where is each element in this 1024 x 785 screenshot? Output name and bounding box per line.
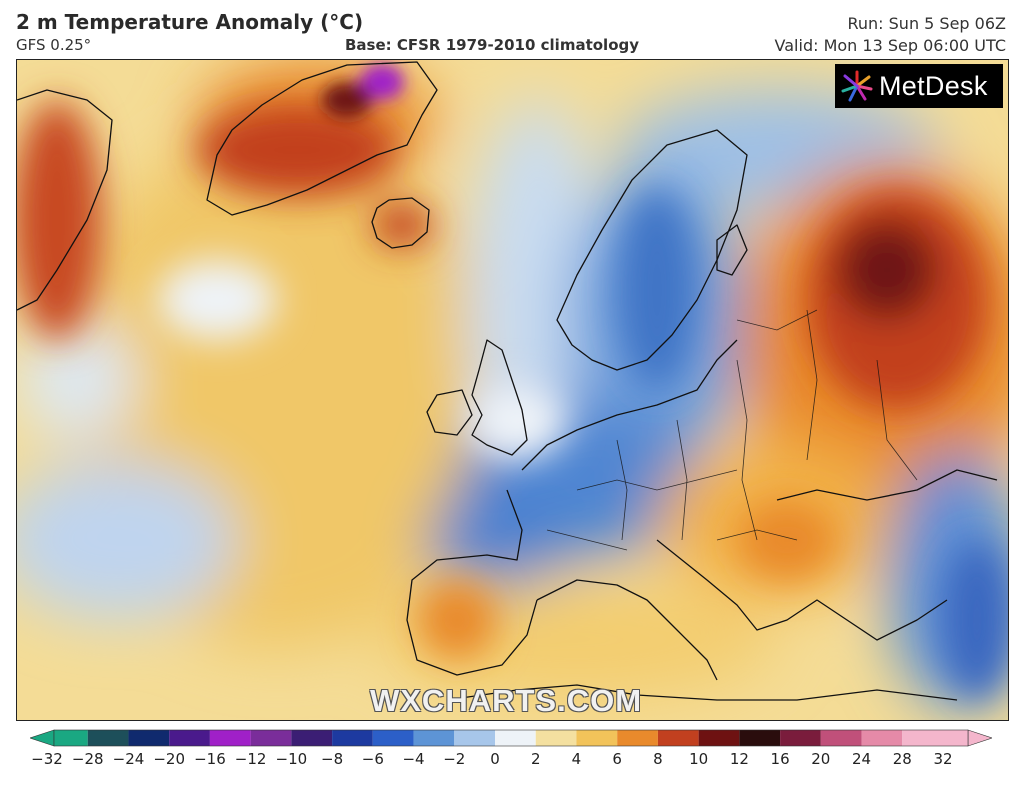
color-scale-tick-label: −4	[402, 750, 425, 768]
map-canvas	[17, 60, 1008, 720]
north-sea-coast	[521, 339, 738, 471]
color-scale-segment	[128, 730, 170, 746]
color-scale-tick-label: −20	[153, 750, 185, 768]
color-scale-border	[53, 729, 969, 747]
color-scale-segment	[576, 730, 618, 746]
italy-west-coast	[536, 579, 718, 681]
temperature-anomaly-map	[16, 59, 1009, 721]
color-scale-bar	[30, 729, 992, 747]
color-scale-tick-label: −2	[443, 750, 466, 768]
color-scale-segment	[332, 730, 373, 746]
metdesk-logo-icon	[835, 64, 879, 108]
color-scale-tick-label: −24	[112, 750, 145, 768]
color-scale-tick-label: 24	[851, 750, 872, 768]
ireland-coast	[426, 389, 473, 436]
color-scale-segment	[169, 730, 210, 746]
color-scale-tick-label: 6	[612, 750, 622, 768]
anomaly-field-spots	[322, 64, 404, 118]
color-scale-tick-label: −6	[361, 750, 384, 768]
metdesk-logo: MetDesk	[835, 64, 1003, 108]
color-scale-segment	[780, 730, 821, 746]
color-scale-tick-label: 8	[653, 750, 663, 768]
color-scale-segment	[820, 730, 862, 746]
north-africa-coast	[446, 684, 958, 701]
color-scale-segment	[902, 730, 968, 746]
color-scale-segment	[250, 730, 292, 746]
color-scale-segment	[739, 730, 781, 746]
color-scale-tick-label: −10	[275, 750, 308, 768]
gulf-of-bothnia-coast	[716, 224, 748, 276]
color-scale-segment	[657, 730, 699, 746]
color-scale-segment	[372, 730, 414, 746]
black-sea-coast	[776, 469, 998, 501]
color-scale-tick-label: 20	[811, 750, 831, 768]
color-scale-segment	[291, 730, 333, 746]
color-scale-tick-labels: −32 −28 −24 −20 −16 −12 −10 −8 −6 −4 −2 0 2 4 6 8 10 12 16…	[0, 748, 1024, 778]
color-scale-low-arrow	[30, 729, 55, 747]
color-scale-tick-label: −16	[194, 750, 226, 768]
color-scale-segment	[413, 730, 455, 746]
adriatic-aegean-coast	[656, 539, 948, 641]
color-scale-tick-label: −28	[71, 750, 104, 768]
color-scale-segment	[861, 730, 903, 746]
anomaly-field-detail	[17, 100, 1008, 700]
color-scale-tick-label: 12	[729, 750, 749, 768]
labrador-coast	[17, 89, 113, 311]
color-scale-segment	[87, 730, 129, 746]
model-label: GFS 0.25°	[16, 36, 92, 54]
color-scale-tick-label: 28	[892, 750, 912, 768]
color-scale-tick-label: 32	[933, 750, 953, 768]
chart-title: 2 m Temperature Anomaly (°C)	[16, 10, 364, 34]
wxcharts-watermark: WXCHARTS.COM	[370, 683, 643, 718]
color-scale-segment	[454, 730, 495, 746]
coastlines	[17, 61, 998, 701]
color-scale-high-arrow	[967, 729, 992, 747]
color-scale-tick-label: −8	[321, 750, 344, 768]
great-britain-coast	[471, 339, 528, 456]
climatology-base-label: Base: CFSR 1979-2010 climatology	[345, 36, 640, 54]
valid-time-label: Valid: Mon 13 Sep 06:00 UTC	[774, 36, 1006, 55]
color-scale-tick-label: −12	[234, 750, 267, 768]
color-scale-tick-label: 4	[571, 750, 582, 768]
iceland-coast	[371, 197, 430, 249]
color-scale-segment	[617, 730, 658, 746]
color-scale-segment	[495, 730, 536, 746]
color-scale-segment	[698, 730, 740, 746]
color-scale-tick-label: 2	[530, 750, 541, 768]
color-scale-segment	[535, 730, 577, 746]
color-scale-tick-label: 16	[770, 750, 790, 768]
metdesk-logo-text: MetDesk	[879, 70, 988, 101]
run-time-label: Run: Sun 5 Sep 06Z	[847, 14, 1006, 33]
country-borders	[546, 309, 918, 551]
color-scale-tick-label: −32	[31, 750, 63, 768]
color-scale-tick-label: 0	[490, 750, 500, 768]
color-scale-tick-label: 10	[689, 750, 709, 768]
greenland-coast	[206, 61, 438, 216]
color-scale-segment	[54, 730, 88, 746]
scandinavia-coast	[556, 129, 748, 371]
iberia-coast	[406, 489, 538, 676]
color-scale-segment	[209, 730, 251, 746]
color-scale-segments	[30, 729, 992, 747]
